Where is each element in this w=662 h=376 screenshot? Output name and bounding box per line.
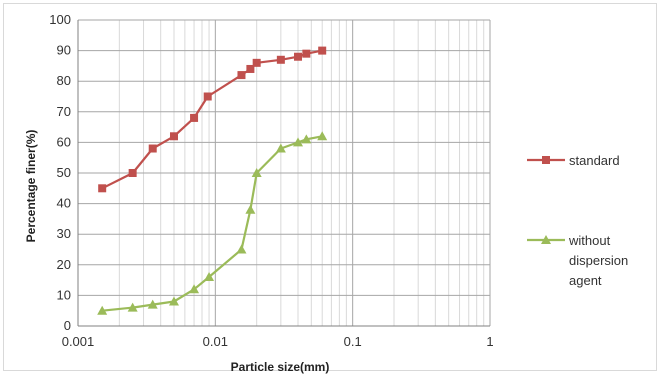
data-point-standard: [98, 184, 107, 193]
x-tick-labels: 0.001 0.01 0.1 1: [62, 334, 494, 349]
data-point-without-dispersion-agent: [97, 305, 108, 315]
y-tick-label: 0: [64, 318, 71, 333]
data-point-without-dispersion-agent: [189, 284, 200, 294]
legend-label-without-dispersion-agent: without: [568, 233, 611, 248]
y-tick-label: 20: [57, 257, 71, 272]
data-point-standard: [302, 49, 311, 58]
series-line-standard: [101, 49, 323, 190]
data-point-without-dispersion-agent: [301, 134, 312, 144]
series-standard: [98, 46, 327, 193]
data-point-without-dispersion-agent: [275, 143, 286, 153]
data-point-without-dispersion-agent: [317, 131, 328, 141]
data-point-standard: [276, 55, 285, 64]
y-tick-labels: 0 10 20 30 40 50 60 70 80 90 100: [49, 12, 71, 333]
x-tick-label: 0.001: [62, 334, 95, 349]
y-tick-label: 80: [57, 73, 71, 88]
data-point-standard: [294, 52, 303, 61]
data-point-without-dispersion-agent: [147, 299, 158, 309]
y-tick-label: 100: [49, 12, 71, 27]
series-layer: [97, 46, 328, 315]
data-point-standard: [246, 64, 255, 73]
data-point-without-dispersion-agent: [168, 296, 179, 306]
data-point-standard: [318, 46, 327, 55]
legend-label-without-dispersion-agent: dispersion: [569, 253, 628, 268]
axes: [77, 20, 490, 327]
data-point-standard: [169, 132, 178, 141]
series-line-without-dispersion-agent: [102, 135, 323, 312]
x-tick-label: 0.01: [203, 334, 228, 349]
y-tick-label: 60: [57, 134, 71, 149]
data-point-standard: [128, 169, 137, 177]
y-tick-label: 90: [57, 43, 71, 58]
y-tick-label: 70: [57, 104, 71, 119]
legend-item-without-dispersion-agent: without dispersion agent: [527, 233, 628, 288]
data-point-standard: [237, 71, 246, 80]
y-tick-label: 50: [57, 165, 71, 180]
data-point-without-dispersion-agent: [245, 204, 256, 214]
data-point-without-dispersion-agent: [236, 244, 247, 254]
x-axis-title: Particle size(mm): [231, 360, 330, 374]
data-point-standard: [252, 58, 261, 67]
legend: standard without dispersion agent: [527, 153, 628, 288]
y-tick-label: 10: [57, 287, 71, 302]
y-axis-title: Percentage finer(%): [24, 130, 38, 243]
data-point-without-dispersion-agent: [127, 302, 138, 312]
legend-marker-standard: [542, 156, 550, 164]
legend-label-without-dispersion-agent: agent: [569, 273, 602, 288]
data-point-standard: [148, 144, 157, 153]
series-without-dispersion-agent: [97, 131, 328, 315]
legend-label-standard: standard: [569, 153, 620, 168]
y-tick-label: 40: [57, 196, 71, 211]
y-tick-label: 30: [57, 226, 71, 241]
legend-marker-without-dispersion-agent: [541, 235, 551, 244]
x-tick-label: 0.1: [344, 334, 362, 349]
data-point-standard: [203, 92, 212, 101]
legend-item-standard: standard: [527, 153, 620, 168]
data-point-without-dispersion-agent: [293, 137, 304, 147]
data-point-without-dispersion-agent: [204, 272, 215, 282]
major-gridlines: [77, 19, 491, 327]
x-tick-label: 1: [486, 334, 493, 349]
data-point-standard: [190, 113, 199, 122]
data-point-without-dispersion-agent: [251, 168, 262, 177]
